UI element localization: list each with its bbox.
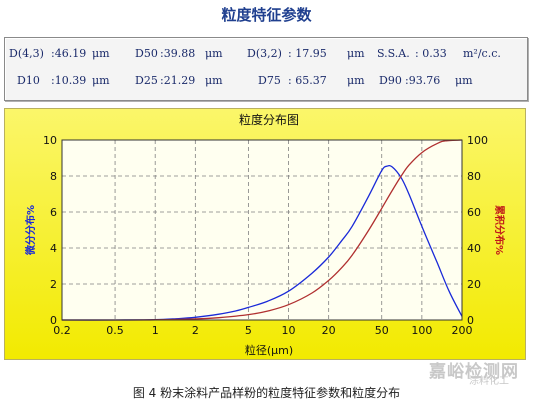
series-lines	[61, 139, 463, 321]
d10-label: D10	[17, 74, 40, 87]
x-tick-label: 0.5	[106, 324, 124, 337]
x-tick-label: 50	[375, 324, 389, 337]
y-left-tick-label: 8	[50, 170, 57, 183]
x-tick-label: 2	[192, 324, 199, 337]
d90-value: :93.76	[405, 74, 441, 87]
d10-unit: μm	[92, 74, 110, 87]
y-left-tick-label: 4	[50, 242, 57, 255]
y-left-tick-label: 2	[50, 278, 57, 291]
particle-parameters-panel: D(4,3) :46.19 μm D50 :39.88 μm D(3,2) : …	[4, 37, 528, 101]
d75-unit: μm	[347, 74, 365, 87]
y-left-tick-label: 10	[43, 134, 57, 147]
d32-unit: μm	[347, 47, 365, 60]
d25-label: D25	[135, 74, 158, 87]
d32-value: : 17.95	[288, 47, 327, 60]
d50-label: D50	[135, 47, 158, 60]
x-axis-label: 粒径(μm)	[245, 343, 293, 357]
x-tick-label: 1	[152, 324, 159, 337]
x-tick-label: 0.2	[53, 324, 71, 337]
watermark-sub: 涂料化工	[469, 376, 509, 387]
x-tick-label: 5	[245, 324, 252, 337]
d90-unit: μm	[455, 74, 473, 87]
d43-value: :46.19	[51, 47, 87, 60]
figure-caption: 图 4 粉末涂料产品样粉的粒度特征参数和粒度分布	[132, 386, 401, 400]
y-left-tick-label: 6	[50, 206, 57, 219]
ssa-label: S.S.A.	[377, 47, 410, 60]
chart-title: 粒度分布图	[239, 112, 299, 127]
particle-distribution-chart: 0.2 0.5 1 2 5 10 20 50 100 200 0 2 4 6 8 10 0 20 40 60 80 100…	[4, 108, 526, 360]
watermark-main: 嘉峪检测网	[429, 362, 519, 382]
d75-value: : 65.37	[288, 74, 327, 87]
d25-unit: μm	[205, 74, 223, 87]
y-axis-right-label: 累积分布%	[493, 205, 506, 255]
d10-value: :10.39	[51, 74, 87, 87]
y-left-tick-label: 0	[50, 314, 57, 327]
x-tick-label: 200	[452, 324, 473, 337]
d32-label: D(3,2)	[247, 47, 282, 60]
y-axis-left-label: 微分分布%	[24, 205, 37, 256]
ssa-value: : 0.33	[415, 47, 447, 60]
plot-border	[61, 139, 463, 321]
y-right-tick-label: 60	[467, 206, 481, 219]
cumulative-distribution-line	[62, 139, 463, 321]
y-right-tick-label: 80	[467, 170, 481, 183]
params-panel-title: 粒度特征参数	[221, 6, 312, 24]
x-tick-label: 20	[322, 324, 336, 337]
d43-label: D(4,3)	[9, 47, 44, 60]
y-right-tick-label: 100	[467, 134, 488, 147]
ssa-unit: m²/c.c.	[463, 47, 501, 60]
d43-unit: μm	[92, 47, 110, 60]
x-tick-label: 10	[282, 324, 296, 337]
d50-unit: μm	[205, 47, 223, 60]
y-right-tick-label: 0	[467, 314, 474, 327]
d90-label: D90	[379, 74, 402, 87]
d25-value: :21.29	[160, 74, 196, 87]
d50-value: :39.88	[160, 47, 196, 60]
y-right-tick-label: 20	[467, 278, 481, 291]
plot-area	[62, 140, 462, 320]
d75-label: D75	[258, 74, 281, 87]
y-right-tick-label: 40	[467, 242, 481, 255]
x-tick-label: 100	[411, 324, 432, 337]
differential-distribution-line	[61, 164, 463, 321]
chart-svg: 0.2 0.5 1 2 5 10 20 50 100 2000246810020406080100…	[4, 108, 526, 360]
